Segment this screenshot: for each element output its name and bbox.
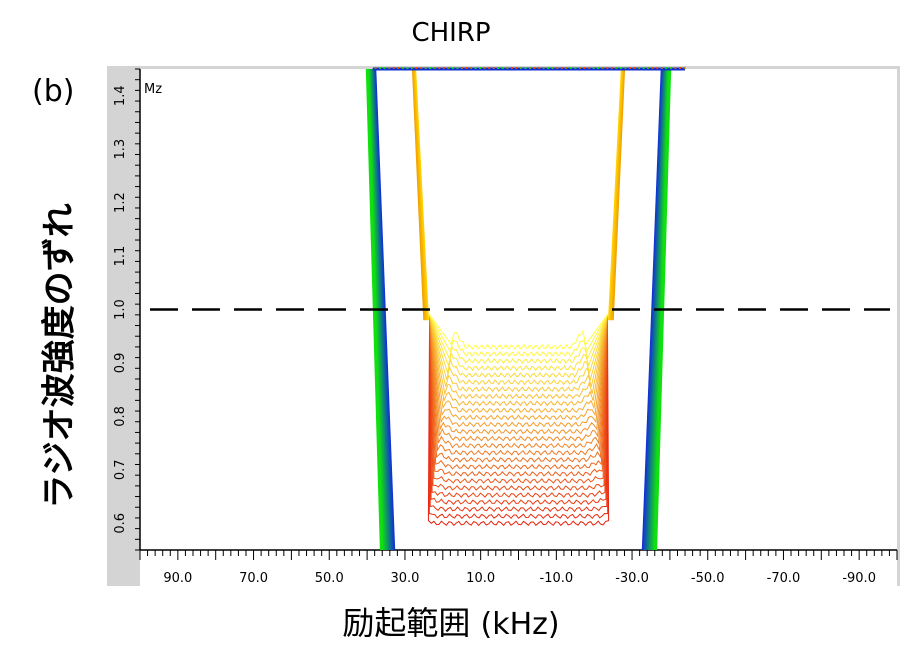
inner-spike-line: [412, 68, 426, 321]
inner-spike-line: [612, 68, 626, 321]
x-tick-label: -50.0: [691, 571, 725, 586]
x-tick-label: 90.0: [163, 571, 192, 586]
x-tick-label: 30.0: [390, 571, 419, 586]
plateau-curve: [429, 314, 608, 506]
plateau-curve: [429, 314, 608, 491]
x-tick-label: -90.0: [842, 571, 876, 586]
plateau-curve: [429, 314, 608, 393]
plateau-curve: [429, 314, 608, 456]
quantity-label: Mz: [144, 82, 162, 97]
inner-spike-line: [414, 68, 430, 321]
x-tick-label: 10.0: [466, 571, 495, 586]
plateau-curve: [429, 314, 608, 498]
plot-area: [140, 69, 897, 550]
plateau-curve: [429, 314, 608, 449]
plateau-curve: [429, 314, 608, 484]
x-axis-label-main: 励起範囲: [342, 604, 471, 642]
plateau-curve: [429, 314, 608, 463]
plateau-curve: [429, 314, 608, 414]
x-tick-label: 50.0: [315, 571, 344, 586]
plateau-curve: [429, 314, 608, 470]
plateau-curve: [429, 314, 608, 358]
ticks-group: [135, 68, 898, 560]
plateau-curve: [429, 314, 608, 379]
y-tick-label: 1.4: [113, 85, 128, 106]
plateau-curve: [429, 314, 608, 477]
plateau-curve: [427, 314, 610, 527]
y-tick-label: 0.8: [113, 406, 128, 427]
y-tick-label: 0.9: [113, 353, 128, 374]
y-tick-label: 1.1: [113, 246, 128, 267]
panel-label: (b): [32, 74, 75, 109]
y-tick-label: 1.0: [113, 299, 128, 320]
inner-spike-line: [611, 68, 625, 321]
x-axis-label: 励起範囲 (kHz): [0, 598, 902, 644]
inner-spike-line: [414, 68, 429, 321]
plateau-curve: [429, 314, 608, 513]
inner-spike-line: [607, 68, 623, 321]
plateau-curve: [429, 314, 608, 428]
plateau-curve: [428, 314, 609, 520]
inner-spike-line: [411, 68, 425, 321]
x-tick-label: -30.0: [615, 571, 649, 586]
x-tick-label: 70.0: [239, 571, 268, 586]
inner-spike-line: [608, 68, 623, 321]
plateau-curve: [429, 314, 608, 400]
chart-title: CHIRP: [411, 18, 491, 48]
inner-spike-line: [609, 68, 624, 321]
x-axis-label-unit: (kHz): [480, 607, 560, 642]
plateau-curve: [429, 314, 608, 421]
x-tick-label: -10.0: [540, 571, 574, 586]
inner-spike-line: [413, 68, 428, 321]
plateau-curve: [429, 314, 608, 442]
top-strip-group: [372, 67, 686, 71]
plateau-curve: [429, 314, 608, 365]
plateau-curve: [429, 314, 608, 386]
plateau-curve: [429, 314, 608, 407]
inner-spike-line: [610, 68, 624, 321]
plateau-curve: [429, 314, 608, 435]
y-tick-label: 0.6: [113, 513, 128, 534]
x-tick-label: -70.0: [767, 571, 801, 586]
y-tick-label: 1.3: [113, 139, 128, 160]
plateau-curve: [429, 314, 608, 372]
y-tick-label: 0.7: [113, 459, 128, 480]
tick-labels-group: 90.0 70.0 50.0 30.0 10.0 -10.0 -30.0 -50.0 -70.0…: [113, 85, 876, 586]
plateau-curve: [429, 314, 608, 350]
inner-spike-line: [413, 68, 427, 321]
y-tick-label: 1.2: [113, 192, 128, 213]
